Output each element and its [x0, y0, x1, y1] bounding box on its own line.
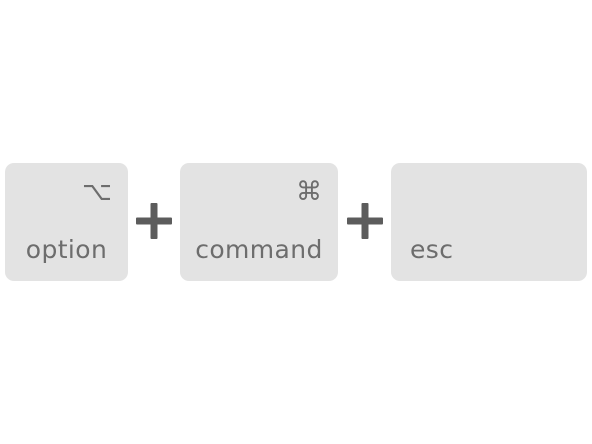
plus-icon [135, 200, 173, 242]
esc-key: esc [391, 163, 587, 281]
command-key: ⌘ command [180, 163, 338, 281]
command-key-label: command [195, 235, 323, 264]
plus-icon [346, 200, 384, 242]
option-key-label: option [25, 235, 108, 264]
command-symbol-icon: ⌘ [296, 177, 322, 207]
esc-key-label: esc [410, 235, 454, 264]
option-key: ⌥ option [5, 163, 128, 281]
option-symbol-icon: ⌥ [82, 177, 112, 207]
